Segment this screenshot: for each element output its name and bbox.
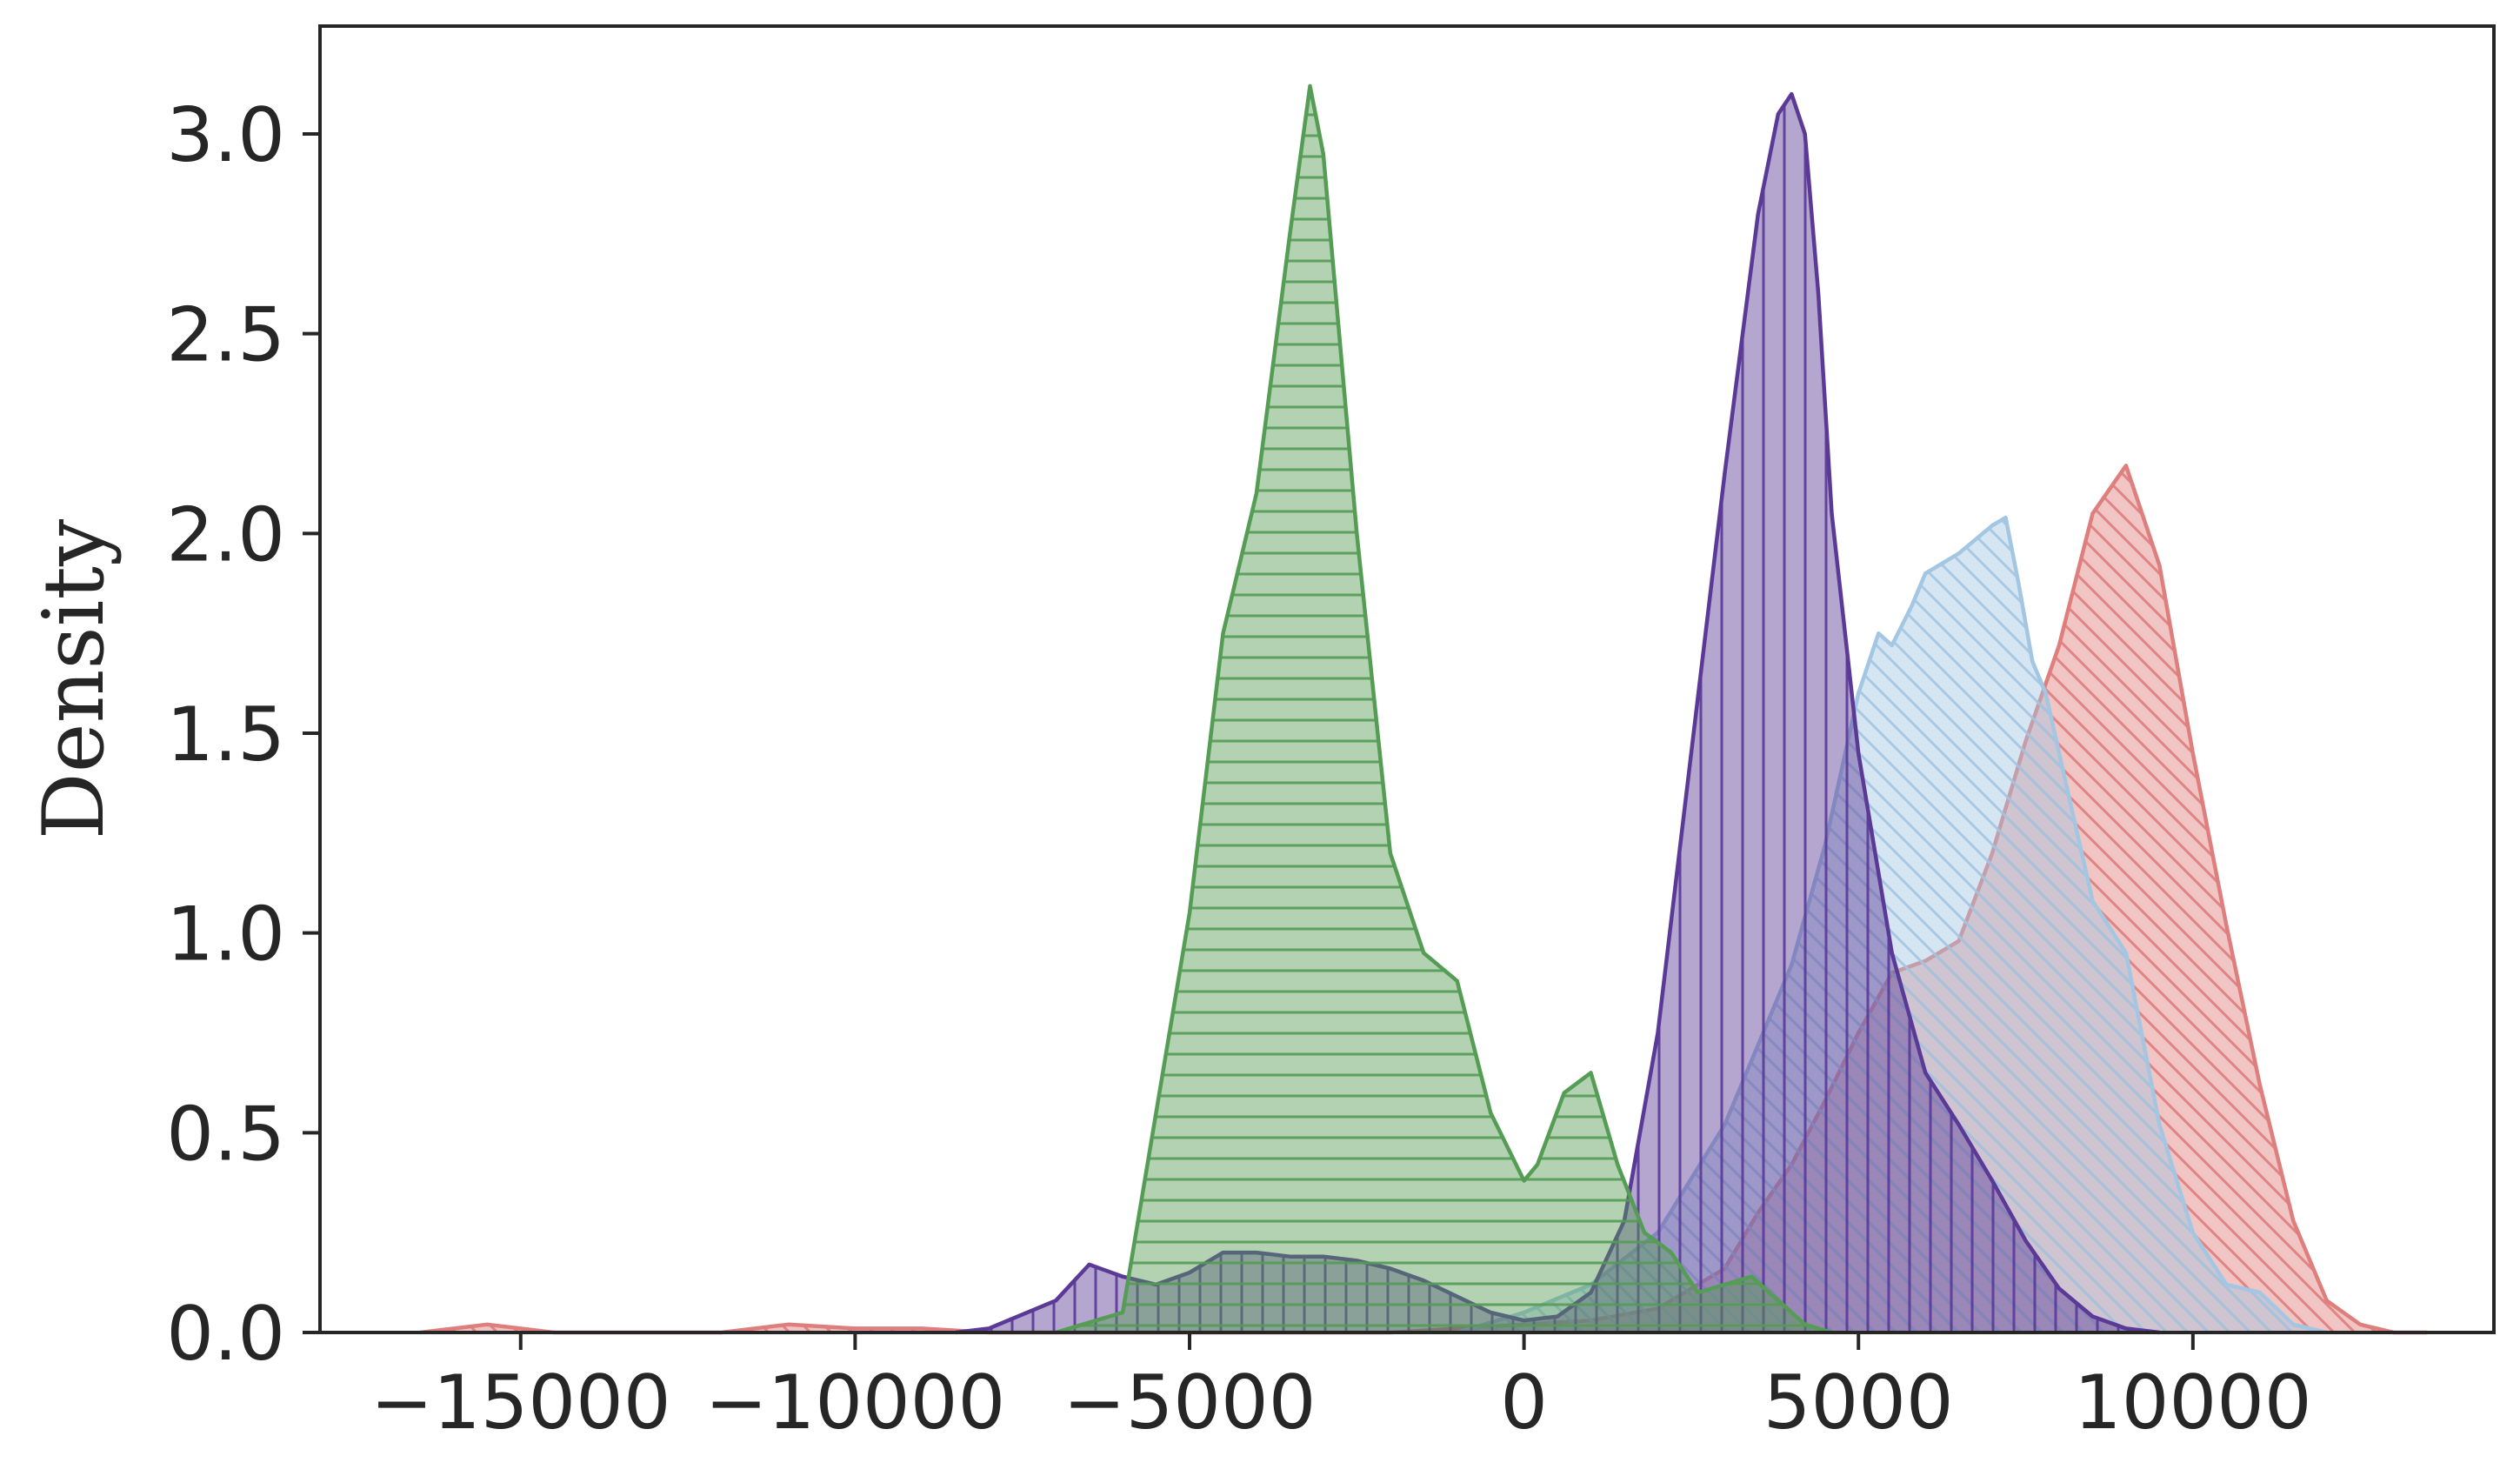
x-axis: −15000 −10000 −5000 0 5000 10000	[370, 1332, 2312, 1446]
series-1-hatch	[1457, 518, 2327, 1332]
y-tick-label: 0.5	[166, 1091, 285, 1178]
series-layer	[420, 83, 2428, 1335]
plot-frame	[318, 24, 2496, 1334]
y-tick-label: 2.0	[166, 491, 285, 578]
y-tick-label: 1.5	[166, 691, 285, 778]
series-3-hatch	[1056, 85, 1832, 1332]
x-tick-label: −15000	[370, 1359, 671, 1446]
series-3	[1055, 83, 1833, 1335]
series-2-hatch	[955, 94, 2160, 1333]
x-tick-label: −10000	[705, 1359, 1006, 1446]
y-tick-label: 0.0	[166, 1291, 285, 1378]
x-tick-label: 0	[1500, 1359, 1548, 1446]
y-tick-label: 3.0	[166, 92, 285, 179]
y-axis-label: Density	[25, 519, 123, 839]
y-tick-label: 2.5	[166, 292, 285, 379]
x-tick-label: 10000	[2074, 1359, 2312, 1446]
y-axis: 0.0 0.5 1.0 1.5 2.0 2.5 3.0	[166, 92, 320, 1378]
series-3-line	[1055, 83, 1833, 1335]
x-tick-label: 5000	[1763, 1359, 1954, 1446]
y-tick-label: 1.0	[166, 892, 285, 978]
x-tick-label: −5000	[1063, 1359, 1317, 1446]
